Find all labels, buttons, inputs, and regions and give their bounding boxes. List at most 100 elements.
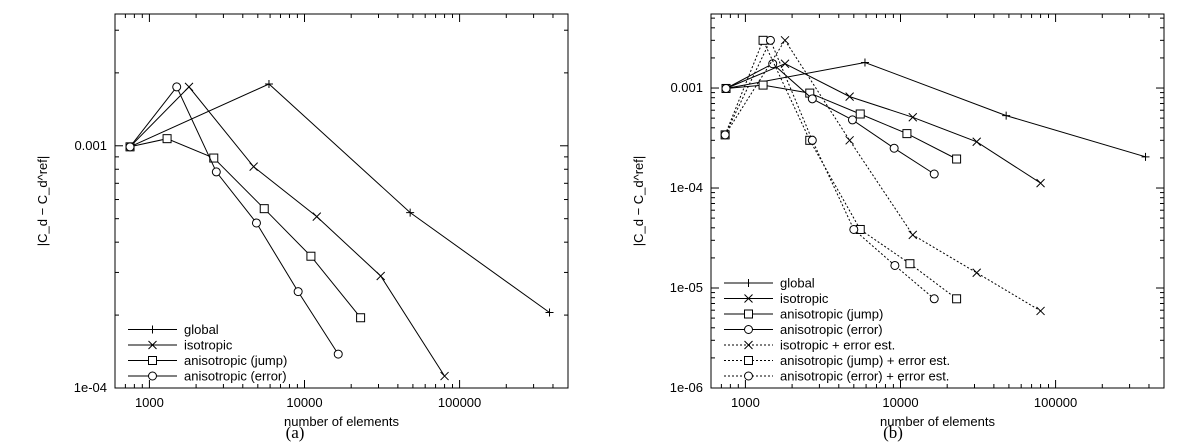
series-line — [129, 83, 550, 313]
x-tick-label: 1000 — [731, 395, 760, 410]
series-anisotropic-error- — [721, 59, 939, 179]
data-point-cross — [845, 92, 854, 102]
legend-label: global — [184, 322, 219, 337]
data-point-cross — [184, 82, 194, 92]
y-tick-label: 0.001 — [670, 80, 703, 95]
data-point-square — [306, 251, 316, 261]
plot-frame — [710, 13, 1165, 389]
legend-label: anisotropic (jump) — [184, 353, 287, 368]
data-point-square — [905, 259, 915, 269]
legend-label: anisotropic (jump) — [780, 307, 883, 322]
panel-caption: (a) — [286, 423, 305, 442]
data-point-cross — [376, 271, 386, 281]
series-line — [725, 63, 1041, 184]
data-point-cross — [845, 135, 854, 145]
data-point-square — [952, 154, 962, 164]
legend-label: global — [780, 276, 815, 291]
series-global — [722, 58, 1150, 161]
data-point-cross — [780, 59, 790, 69]
chart-panel-a: 1000 10000 100000 0.001 1e-04 number of eleme… — [35, 13, 569, 442]
data-point-cross — [440, 371, 449, 381]
x-tick-label: 10000 — [286, 395, 322, 410]
x-tick-label: 10000 — [882, 395, 918, 410]
data-point-circle — [721, 83, 731, 93]
data-point-square — [356, 313, 366, 323]
x-tick-label: 100000 — [1034, 395, 1077, 410]
series-line — [724, 39, 935, 300]
data-point-plus — [1141, 152, 1150, 161]
y-tick-label: 1e-06 — [670, 380, 703, 395]
legend-marker-plus — [744, 279, 753, 287]
legend-label: isotropic — [184, 338, 233, 353]
y-tick-label: 1e-05 — [670, 280, 703, 295]
x-tick-label: 100000 — [438, 395, 481, 410]
data-point-cross — [1036, 178, 1045, 188]
data-point-square — [162, 134, 172, 144]
data-point-square — [952, 294, 962, 304]
legend-marker-circle — [744, 371, 753, 381]
data-point-circle — [929, 169, 939, 179]
series-line — [724, 39, 1041, 312]
series-line — [129, 138, 361, 319]
legend-marker-square — [744, 356, 753, 365]
y-tick-label: 1e-04 — [74, 380, 107, 395]
series-anisotropic-error- — [125, 82, 343, 359]
series-line — [129, 85, 339, 355]
data-point-square — [259, 204, 269, 214]
data-point-plus — [1002, 111, 1011, 120]
data-point-circle — [847, 115, 857, 125]
legend-label: anisotropic (error) — [184, 369, 287, 384]
legend-marker-plus — [148, 325, 157, 334]
data-point-plus — [545, 308, 554, 317]
series-anisotropic-jump-error-est- — [720, 35, 962, 304]
series-line — [129, 86, 446, 377]
data-point-cross — [908, 112, 918, 122]
data-point-circle — [720, 130, 730, 140]
data-point-circle — [172, 82, 182, 92]
series-line — [725, 84, 957, 160]
data-point-square — [758, 80, 768, 90]
series-isotropic-error-est- — [720, 35, 1045, 316]
legend-label: anisotropic (error) + error est. — [780, 369, 949, 384]
plot-frame — [114, 13, 569, 389]
data-point-square — [855, 109, 865, 119]
series-line — [725, 61, 1146, 158]
data-point-cross — [249, 162, 258, 172]
panel-caption: (b) — [883, 423, 903, 442]
data-point-circle — [807, 94, 817, 104]
legend-label: isotropic — [780, 291, 829, 306]
legend-marker-cross — [744, 294, 753, 303]
data-point-cross — [972, 137, 982, 147]
legend-marker-cross — [744, 340, 753, 350]
legend-marker-square — [148, 356, 157, 365]
legend-marker-circle — [148, 371, 157, 381]
x-tick-label: 1000 — [135, 395, 164, 410]
legend-label: anisotropic (jump) + error est. — [780, 353, 950, 368]
data-point-square — [758, 35, 768, 45]
data-point-circle — [251, 218, 261, 228]
data-point-circle — [890, 260, 900, 270]
data-point-circle — [211, 167, 221, 177]
data-point-cross — [908, 230, 918, 240]
y-axis-label: |C_d − C_d^ref| — [35, 156, 50, 247]
data-point-plus — [860, 58, 869, 67]
y-tick-label: 0.001 — [74, 138, 107, 153]
legend-label: isotropic + error est. — [780, 338, 895, 353]
y-axis-label: |C_d − C_d^ref| — [631, 156, 646, 247]
data-point-cross — [780, 35, 790, 45]
legend-marker-square — [744, 309, 753, 319]
data-point-plus — [406, 208, 415, 217]
data-point-circle — [293, 287, 303, 297]
series-line — [724, 39, 957, 300]
data-point-circle — [765, 35, 775, 45]
data-point-cross — [312, 212, 322, 221]
data-point-circle — [889, 143, 899, 153]
x-axis-label: number of elements — [284, 414, 399, 429]
legend-label: anisotropic (error) — [780, 322, 883, 337]
series-line — [725, 63, 935, 175]
data-point-square — [902, 129, 912, 139]
data-point-circle — [333, 349, 343, 359]
